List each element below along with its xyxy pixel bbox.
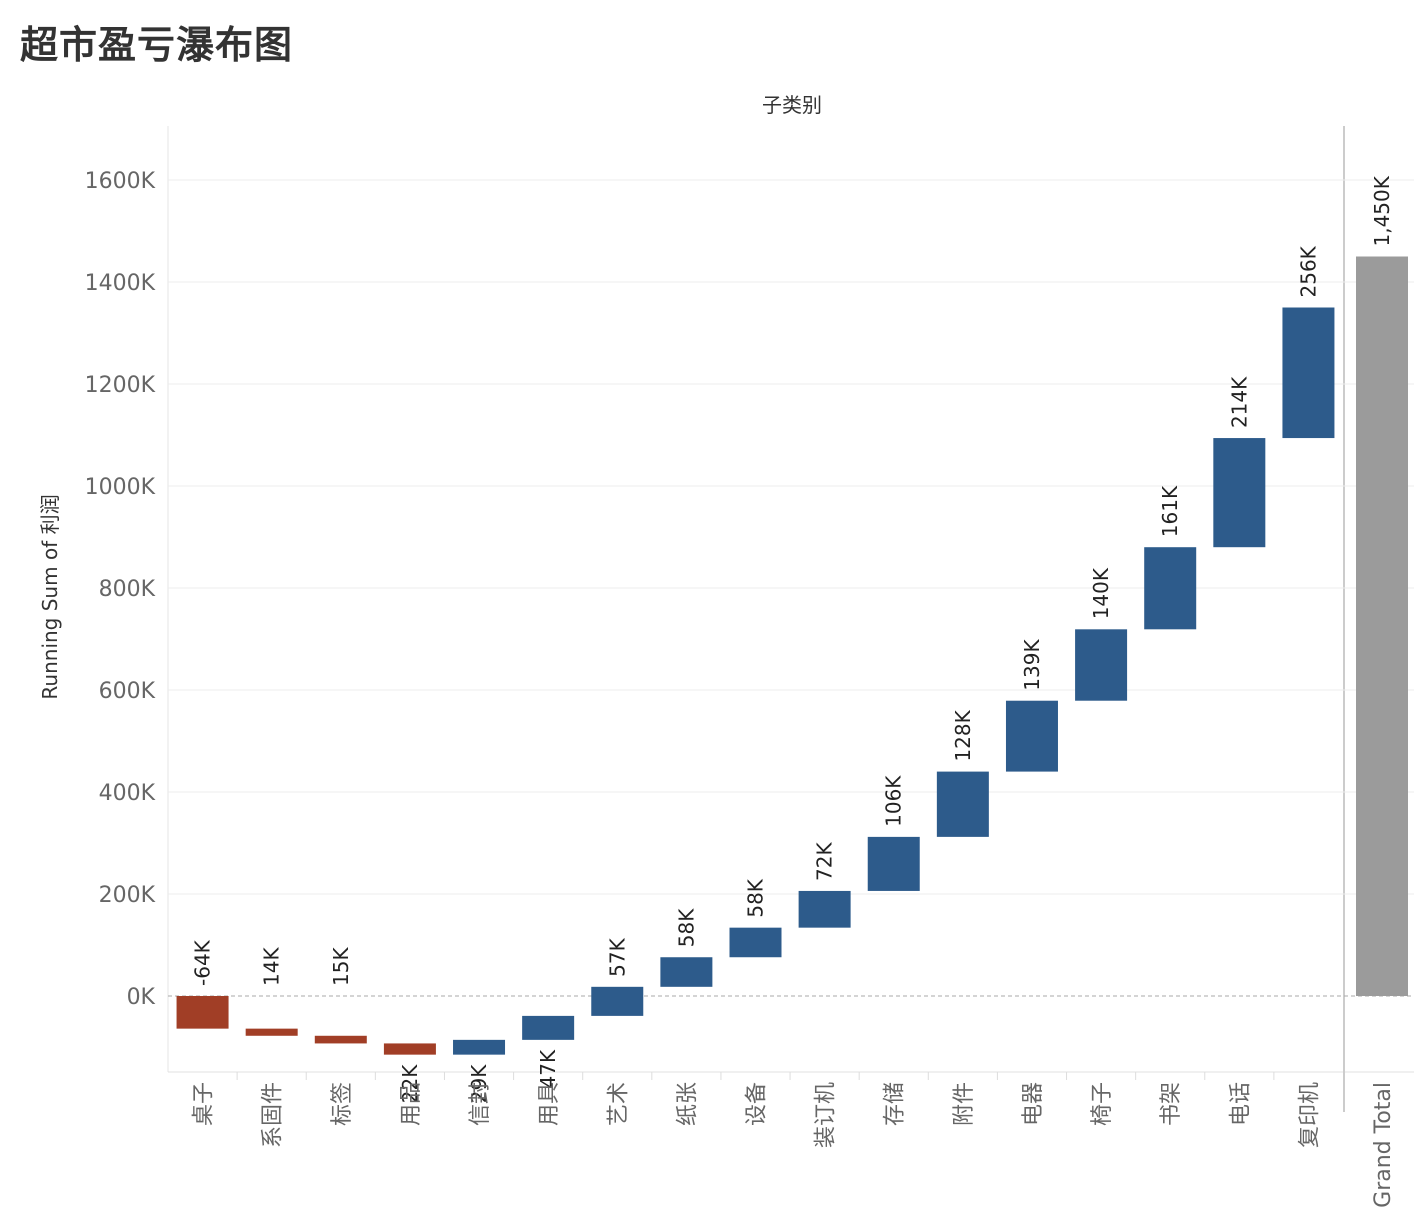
bar-14[interactable] <box>1075 629 1128 701</box>
category-label: 电器 <box>1021 1082 1046 1126</box>
category-label: 存储 <box>883 1082 908 1126</box>
bar-1[interactable] <box>176 996 229 1029</box>
bar-8[interactable] <box>660 957 713 987</box>
category-label: 椅子 <box>1090 1082 1115 1126</box>
value-label: 214K <box>1227 376 1251 428</box>
y-tick-label: 1400K <box>85 271 156 296</box>
y-tick-label: 1000K <box>85 475 156 500</box>
category-label: 附件 <box>952 1082 977 1126</box>
y-tick-label: 600K <box>99 679 156 704</box>
y-axis-title: Running Sum of 利润 <box>38 494 62 699</box>
value-label: 161K <box>1158 485 1182 537</box>
y-tick-label: 0K <box>127 985 156 1010</box>
category-label: 复印机 <box>1297 1082 1322 1148</box>
y-tick-label: 800K <box>99 577 156 602</box>
value-label: 29K <box>467 1064 491 1103</box>
category-label: 用品 <box>399 1082 424 1126</box>
category-label: 标签 <box>330 1082 355 1126</box>
bar-13[interactable] <box>1005 700 1058 772</box>
category-label: 桌子 <box>192 1082 217 1126</box>
value-label: 22K <box>398 1064 422 1103</box>
y-tick-label: 1600K <box>85 169 156 194</box>
category-label: 装订机 <box>814 1082 839 1148</box>
value-label: 58K <box>674 908 698 947</box>
value-label: 57K <box>605 937 629 976</box>
value-label: 47K <box>536 1049 560 1088</box>
bar-16[interactable] <box>1213 438 1266 548</box>
category-label: 艺术 <box>606 1082 631 1126</box>
value-label: -64K <box>191 939 215 986</box>
value-label: 58K <box>744 878 768 917</box>
bar-11[interactable] <box>867 836 920 891</box>
category-label: 信封 <box>468 1082 493 1126</box>
value-label: 15K <box>329 947 353 986</box>
y-axis-ticks: 0K 200K 400K 600K 800K 1000K 1200K 1400K 1600K <box>85 169 156 1010</box>
value-label: 139K <box>1020 639 1044 691</box>
bar-7[interactable] <box>591 986 644 1016</box>
category-label: 书架 <box>1159 1082 1184 1126</box>
bar-6[interactable] <box>522 1015 575 1040</box>
value-label: 106K <box>882 775 906 827</box>
value-label: 140K <box>1089 567 1113 619</box>
value-label: 256K <box>1296 245 1320 297</box>
bar-4[interactable] <box>383 1043 436 1055</box>
bar-3[interactable] <box>314 1035 367 1044</box>
category-label: 设备 <box>745 1082 770 1126</box>
column-header: 子类别 <box>762 93 822 117</box>
grand-total-value-label: 1,450K <box>1370 175 1394 246</box>
grand-total-bar[interactable] <box>1356 256 1408 997</box>
category-label: 纸张 <box>675 1082 700 1126</box>
bar-12[interactable] <box>936 771 989 837</box>
category-labels: 桌子 系固件 标签 用品 信封 用具 艺术 纸张 设备 装订机 存储 附件 电器 椅子 书架 电话 复印机 Gra… <box>192 1082 1396 1208</box>
value-label: 14K <box>260 947 284 986</box>
grand-total-label: Grand Total <box>1371 1082 1396 1208</box>
bar-15[interactable] <box>1144 547 1197 630</box>
value-label: 72K <box>813 841 837 880</box>
gridlines <box>167 126 1414 1112</box>
bar-17[interactable] <box>1282 307 1335 439</box>
y-tick-label: 1200K <box>85 373 156 398</box>
bar-10[interactable] <box>798 890 851 928</box>
bars <box>176 256 1408 1055</box>
category-label: 系固件 <box>261 1082 286 1148</box>
data-labels: -64K 14K 15K 22K 29K 47K 57K 58K 58K 72K 106K 128K 1… <box>191 175 1394 1103</box>
category-label: 电话 <box>1228 1082 1253 1126</box>
chart-title: 超市盈亏瀑布图 <box>20 23 294 67</box>
y-tick-label: 400K <box>99 781 156 806</box>
bar-5[interactable] <box>453 1039 506 1055</box>
bar-9[interactable] <box>729 927 782 958</box>
category-label: 用具 <box>537 1082 562 1126</box>
y-tick-label: 200K <box>99 883 156 908</box>
bar-2[interactable] <box>245 1028 298 1036</box>
value-label: 128K <box>951 709 975 761</box>
